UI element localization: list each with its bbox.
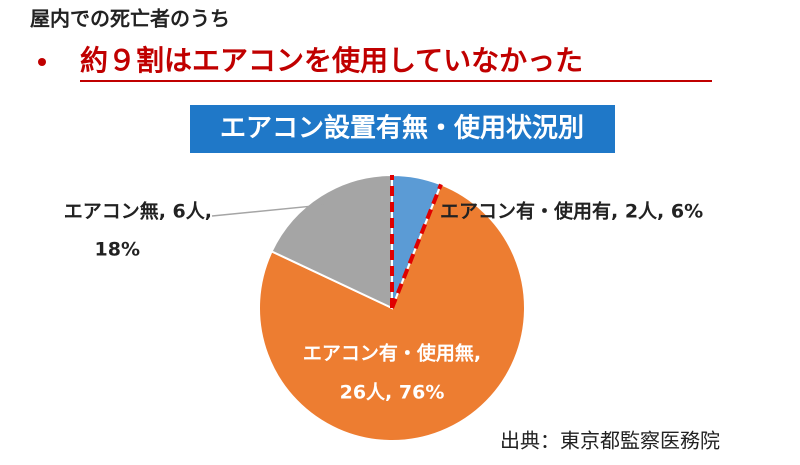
data-label: 26人, 76% bbox=[340, 382, 445, 404]
headline: 約９割はエアコンを使用していなかった bbox=[80, 44, 583, 77]
data-label: エアコン無, 6人, bbox=[64, 200, 212, 223]
highlight-edge bbox=[390, 183, 443, 309]
title-box bbox=[190, 105, 615, 153]
data-label: 18% bbox=[95, 239, 140, 261]
pie-slice bbox=[258, 183, 526, 442]
data-label: エアコン有・使用無, bbox=[303, 342, 481, 365]
source: 出典：東京都監察医務院 bbox=[500, 429, 720, 453]
header: 屋内での死亡者のうち bbox=[30, 7, 230, 31]
bullet bbox=[38, 58, 46, 66]
pie-slice bbox=[270, 173, 393, 310]
leader-line bbox=[211, 203, 327, 217]
data-label: エアコン有・使用有, 2人, 6% bbox=[440, 200, 703, 223]
chart-title: エアコン設置有無・使用状況別 bbox=[220, 113, 584, 144]
